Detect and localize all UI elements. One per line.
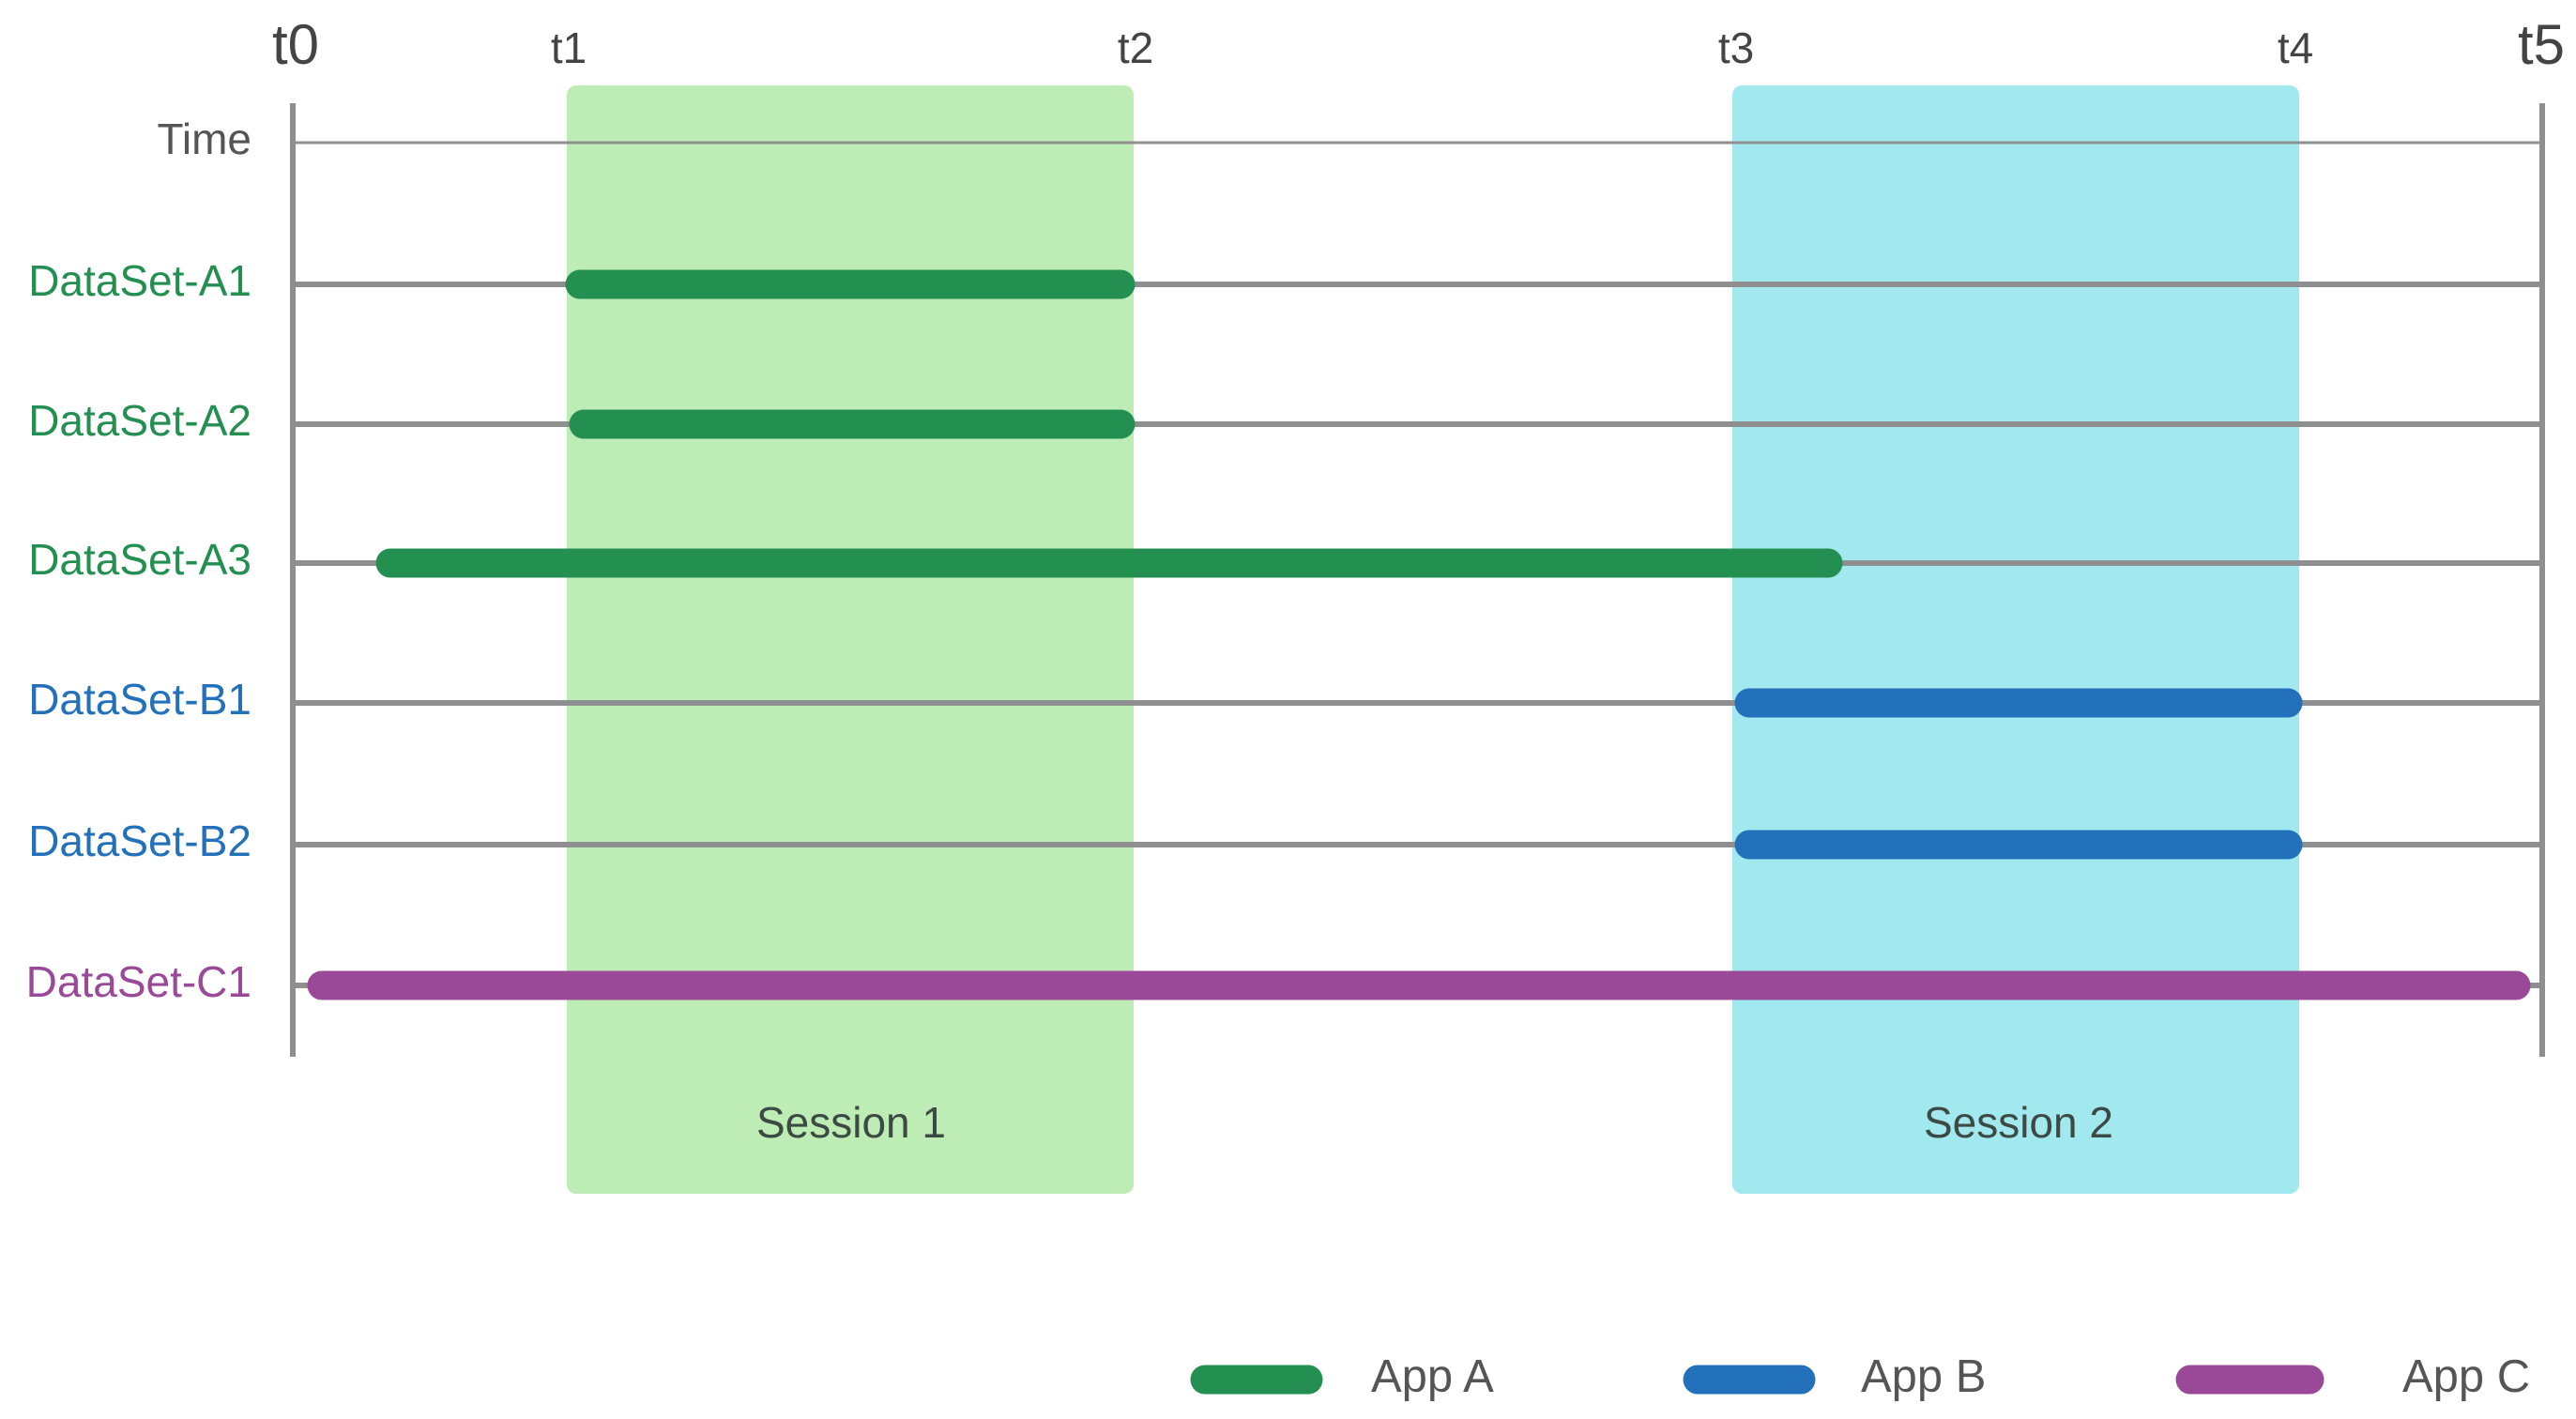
legend-label: App B <box>1861 1351 1986 1402</box>
row-label: DataSet-A2 <box>28 396 252 445</box>
row-label: DataSet-A1 <box>28 256 252 305</box>
row-label: Time <box>157 114 252 163</box>
row-label: DataSet-C1 <box>26 957 252 1006</box>
row-label: DataSet-B1 <box>28 675 252 724</box>
time-label: t5 <box>2518 13 2565 76</box>
time-label: t4 <box>2278 23 2313 72</box>
legend-label: App C <box>2402 1351 2530 1402</box>
session-1-area <box>567 85 1134 1194</box>
time-label: t1 <box>551 23 587 72</box>
session-label: Session 2 <box>1924 1098 2113 1147</box>
time-label: t2 <box>1118 23 1153 72</box>
row-label: DataSet-B2 <box>28 816 252 865</box>
time-label: t0 <box>272 13 319 76</box>
session-label: Session 1 <box>756 1098 946 1147</box>
legend-label: App A <box>1371 1351 1494 1402</box>
row-label: DataSet-A3 <box>28 535 252 584</box>
session-2-area <box>1732 85 2299 1194</box>
time-label: t3 <box>1718 23 1754 72</box>
